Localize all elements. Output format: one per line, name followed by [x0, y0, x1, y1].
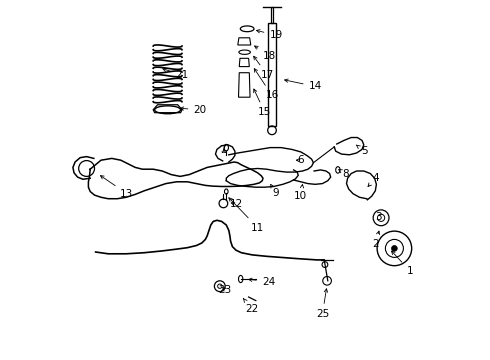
- Text: 21: 21: [163, 68, 189, 80]
- Text: 1: 1: [392, 251, 413, 276]
- Text: 19: 19: [257, 30, 283, 40]
- Text: 23: 23: [219, 285, 232, 295]
- Text: 9: 9: [270, 184, 279, 198]
- Text: 20: 20: [180, 105, 207, 115]
- Text: 8: 8: [339, 168, 349, 179]
- Text: 13: 13: [100, 176, 134, 199]
- Circle shape: [392, 246, 397, 251]
- Text: 24: 24: [249, 276, 275, 287]
- Text: 17: 17: [254, 56, 274, 80]
- Text: 12: 12: [229, 199, 243, 210]
- Text: 11: 11: [229, 198, 264, 233]
- Text: 25: 25: [316, 289, 329, 319]
- Text: 15: 15: [254, 89, 271, 117]
- Text: 2: 2: [372, 231, 380, 249]
- Text: 5: 5: [356, 145, 368, 156]
- Text: 10: 10: [294, 185, 307, 201]
- Text: 7: 7: [220, 145, 226, 156]
- Bar: [270, 7, 273, 23]
- Text: 6: 6: [296, 155, 304, 165]
- Text: 22: 22: [244, 299, 258, 314]
- Text: 3: 3: [376, 212, 382, 222]
- Text: 18: 18: [255, 46, 276, 61]
- Text: 4: 4: [368, 173, 379, 186]
- Bar: [268, 23, 276, 126]
- Text: 14: 14: [285, 79, 322, 91]
- Text: 16: 16: [254, 69, 279, 100]
